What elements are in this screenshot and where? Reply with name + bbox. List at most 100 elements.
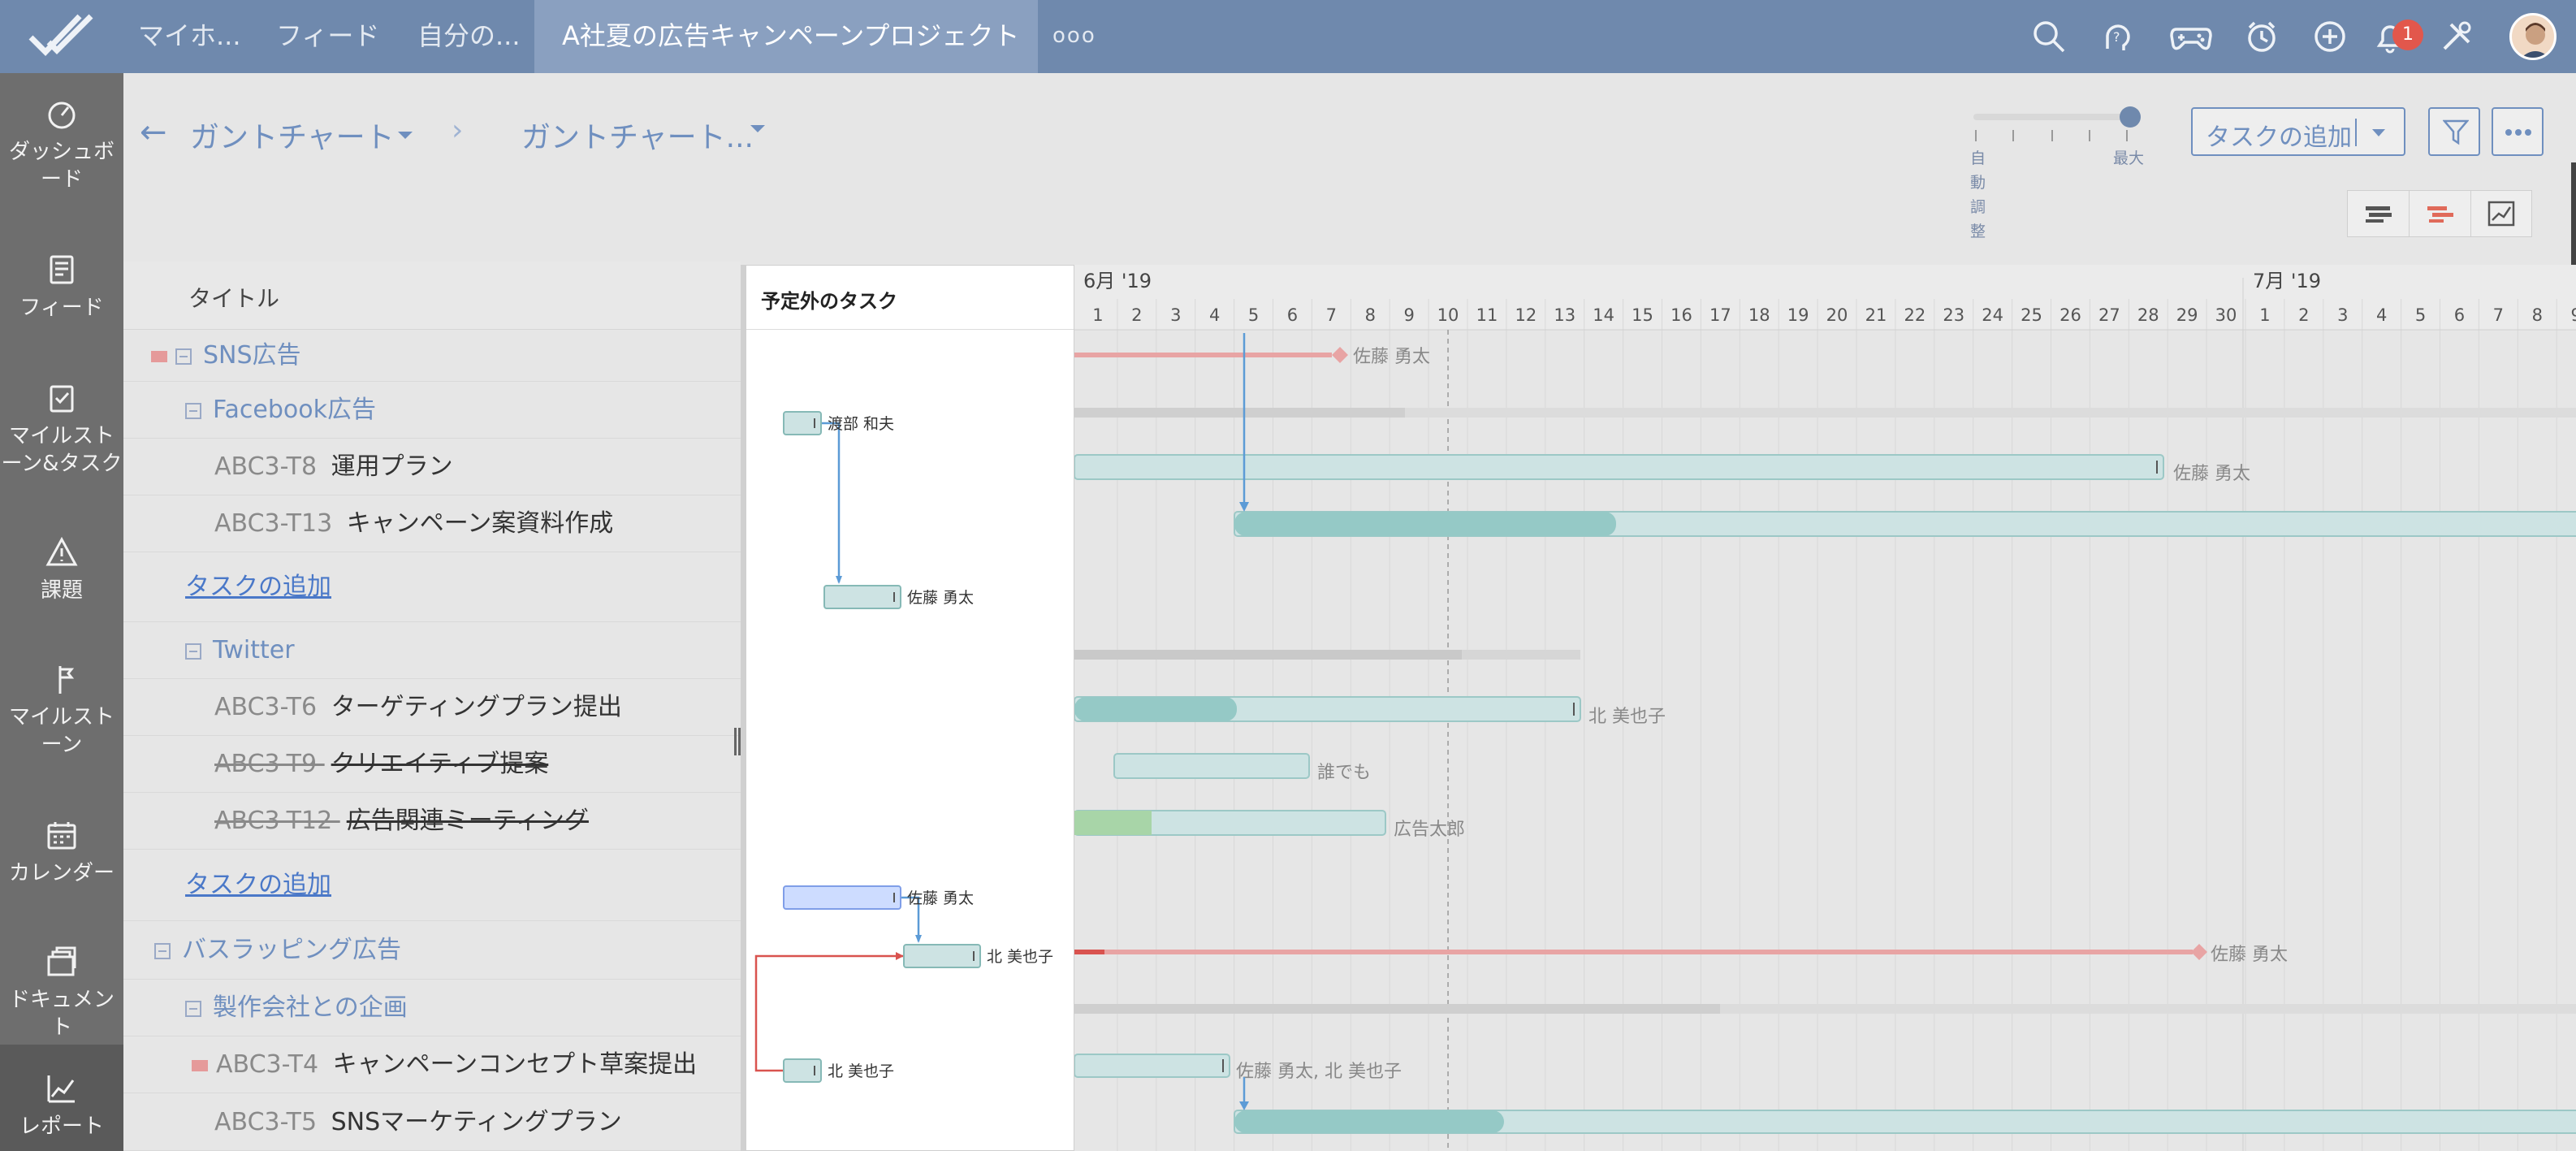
sidebar-item-label: マイルストーン [8,705,115,757]
notification-badge[interactable]: 1 [2392,19,2423,50]
task-row[interactable]: ABC3-T12 広告関連ミーティング [123,793,741,850]
view-toggle-critical[interactable] [2410,191,2471,236]
collapse-icon[interactable] [185,402,201,419]
task-name[interactable]: キャンペーン案資料作成 [346,509,614,538]
group-row[interactable]: SNS広告 [123,330,741,382]
dependency-connector [819,422,841,582]
task-bar[interactable] [1074,810,1386,836]
add-task-button[interactable]: タスクの追加 [2206,123,2352,152]
collapse-icon[interactable] [175,348,192,365]
search-icon[interactable] [2030,18,2068,55]
sidebar-item-dashboard[interactable]: ダッシュボード [0,97,123,193]
task-id: ABC3-T4 [216,1050,326,1079]
sidebar-item-feed[interactable]: フィード [0,253,123,322]
game-icon[interactable] [2170,18,2212,55]
sidebar-item-documents[interactable]: ドキュメント [0,945,123,1041]
add-task-link[interactable]: タスクの追加 [185,573,331,601]
chevron-down-icon[interactable] [749,123,767,135]
list-splitter[interactable] [741,265,746,1151]
task-owner-label: 北 美也子 [987,948,1053,966]
task-progress [1074,697,1237,721]
unscheduled-task-bar[interactable] [783,1058,822,1083]
group-label[interactable]: Twitter [213,636,295,664]
task-id: ABC3-T12 [214,807,340,835]
unscheduled-task-bar[interactable] [823,585,901,609]
unscheduled-task-bar[interactable] [783,885,901,910]
view-toggle-baseline[interactable] [2471,191,2533,236]
group-row[interactable]: バスラッピング広告 [123,921,741,980]
sidebar-item-milestone[interactable]: マイルストーン [0,663,123,759]
back-arrow-icon[interactable]: ← [140,114,167,151]
unscheduled-task-bar[interactable] [903,944,981,968]
app-logo-icon[interactable] [28,10,96,63]
task-row[interactable]: ABC3-T9 クリエイティブ提案 [123,736,741,793]
zoom-slider-track[interactable] [1973,114,2129,120]
nav-my-home[interactable]: マイホ... [138,20,241,51]
filter-button[interactable] [2428,107,2480,156]
breadcrumb-gantt-view[interactable]: ガントチャート... [521,121,754,154]
add-icon[interactable] [2311,18,2349,55]
chevron-down-icon[interactable] [396,130,414,141]
right-edge-scrollbar[interactable] [2571,162,2576,265]
task-row[interactable]: ABC3-T13 キャンペーン案資料作成 [123,495,741,552]
milestone-diamond[interactable] [1332,347,1348,363]
sidebar-item-milestone-task[interactable]: マイルストーン&タスク [0,382,123,478]
task-name[interactable]: ターゲティングプラン提出 [331,693,622,721]
task-bar[interactable] [1113,753,1310,779]
task-owner-label: 佐藤 勇太 [907,589,974,607]
sidebar-item-calendar[interactable]: カレンダー [0,819,123,887]
critical-arrow [896,952,904,960]
zoom-slider-handle[interactable] [2120,106,2141,128]
group-label[interactable]: バスラッピング広告 [182,936,401,964]
sidebar-item-label: カレンダー [8,861,115,885]
splitter-handle[interactable] [734,728,741,755]
nav-my-items[interactable]: 自分の... [417,20,521,51]
task-row[interactable]: ABC3-T6 ターゲティングプラン提出 [123,679,741,736]
sidebar-item-issues[interactable]: 課題 [0,536,123,604]
task-bar[interactable] [1074,454,2164,480]
task-row[interactable]: ABC3-T4 キャンペーンコンセプト草案提出 [123,1036,741,1093]
add-task-row[interactable]: タスクの追加 [123,552,741,622]
collapse-icon[interactable] [185,1000,201,1017]
add-task-row[interactable]: タスクの追加 [123,850,741,921]
chevron-down-icon[interactable] [2371,128,2386,138]
tools-icon[interactable] [2438,18,2475,55]
nav-feed[interactable]: フィード [276,20,380,51]
task-row[interactable]: ABC3-T8 運用プラン [123,439,741,495]
timer-icon[interactable] [2243,18,2280,55]
group-row[interactable]: 製作会社との企画 [123,980,741,1036]
breadcrumb-gantt[interactable]: ガントチャート [190,121,395,154]
nav-more[interactable]: ooo [1052,24,1096,48]
nav-project-tab[interactable]: A社夏の広告キャンペーンプロジェクト [562,20,1020,51]
sidebar-item-reports[interactable]: レポート [0,1045,123,1151]
collapse-icon[interactable] [185,643,201,660]
user-avatar[interactable] [2509,13,2557,60]
task-name[interactable]: クリエイティブ提案 [331,750,549,778]
bar-owner-label: 佐藤 勇太, 北 美也子 [1236,1062,1402,1082]
task-name[interactable]: 運用プラン [331,452,453,481]
dependency-connector [901,896,920,941]
collapse-icon[interactable] [154,942,171,959]
milestone-diamond[interactable] [2191,944,2207,960]
help-icon[interactable]: ? [2099,18,2137,55]
group-label[interactable]: SNS広告 [203,341,301,370]
unscheduled-task-bar[interactable] [783,411,822,435]
view-toggle-list[interactable] [2348,191,2410,236]
task-bar[interactable] [1074,1054,1230,1078]
task-name[interactable]: SNSマーケティングプラン [331,1108,622,1136]
task-name[interactable]: 広告関連ミーティング [346,807,589,835]
task-row[interactable]: ABC3-T5 SNSマーケティングプラン [123,1093,741,1151]
group-row[interactable]: Twitter [123,622,741,679]
subgroup-summary-bar[interactable] [1074,408,2576,418]
day-label: 26 [2060,305,2081,325]
add-task-link[interactable]: タスクの追加 [185,871,331,899]
group-label[interactable]: Facebook広告 [213,396,376,424]
gantt-canvas: 6月 '19 7月 '191 2 3 4 5 6 7 8 9 10 11 12 13 14 15 16 17 18 1… [1074,265,2576,1151]
task-name[interactable]: キャンペーンコンセプト草案提出 [332,1050,698,1079]
day-label: 4 [1209,305,1220,325]
day-label: 29 [2176,305,2198,325]
more-options-button[interactable] [2492,107,2544,156]
day-label: 3 [2337,305,2348,325]
group-label[interactable]: 製作会社との企画 [213,993,408,1022]
group-row[interactable]: Facebook広告 [123,382,741,439]
